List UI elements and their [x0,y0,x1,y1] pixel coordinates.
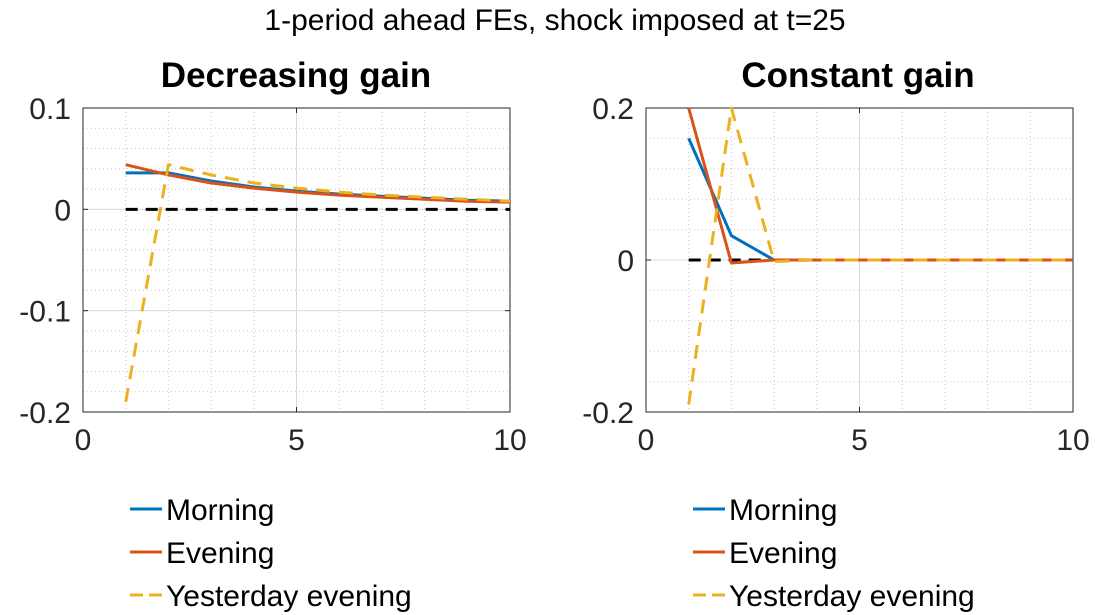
series-line-yesterday-evening [687,106,1073,405]
legend-label: Yesterday evening [166,580,412,613]
chart-title: Constant gain [741,56,974,95]
x-tick-label: 10 [1056,424,1089,457]
plot-area [687,106,1073,405]
x-tick-label: 5 [288,424,305,457]
series-line-evening [125,163,510,204]
legend-label: Morning [729,494,837,527]
y-tick-label: -0.1 [19,296,71,329]
y-tick-label: 0.1 [29,93,71,126]
series-line-yesterday-evening [124,163,510,403]
legend: Morning Evening Yesterday evening [693,494,975,613]
legend: Morning Evening Yesterday evening [130,494,412,613]
legend-label: Yesterday evening [729,580,975,613]
x-tick-label: 5 [851,424,868,457]
y-tick-label: 0 [617,245,634,278]
x-tick-label: 0 [75,424,92,457]
series-line-evening [687,107,1073,265]
y-tick-label: 0.2 [592,93,634,126]
chart-panel-1: Decreasing gain 0 5 10 -0.2 -0.1 0 0.1 Morning Ev… [19,56,526,613]
figure-suptitle: 1-period ahead FEs, shock imposed at t=2… [264,4,845,37]
plot-area [124,163,510,403]
y-tick-label: -0.2 [582,397,634,430]
chart-title: Decreasing gain [161,56,431,95]
legend-label: Evening [729,537,837,570]
legend-label: Morning [166,494,274,527]
x-tick-label: 10 [493,424,526,457]
legend-label: Evening [166,537,274,570]
x-tick-label: 0 [638,424,655,457]
y-tick-label: 0 [54,194,71,227]
y-tick-label: -0.2 [19,397,71,430]
